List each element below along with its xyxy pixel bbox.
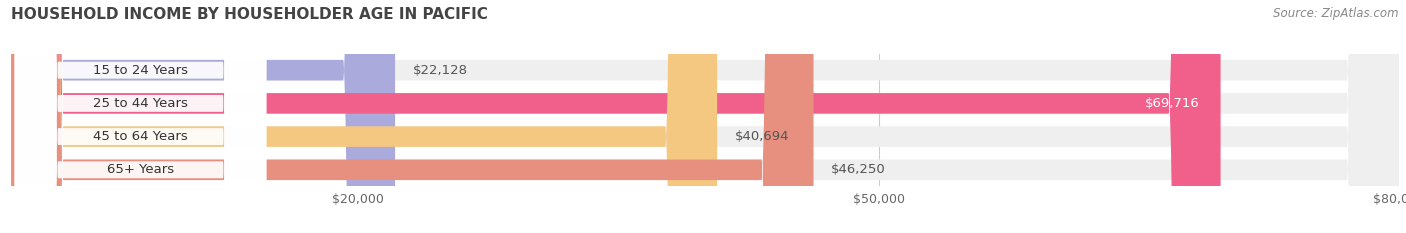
FancyBboxPatch shape [11,0,1399,233]
Text: $22,128: $22,128 [412,64,467,77]
Text: 25 to 44 Years: 25 to 44 Years [93,97,188,110]
Text: HOUSEHOLD INCOME BY HOUSEHOLDER AGE IN PACIFIC: HOUSEHOLD INCOME BY HOUSEHOLDER AGE IN P… [11,7,488,22]
Text: $46,250: $46,250 [831,163,886,176]
FancyBboxPatch shape [11,0,717,233]
Text: Source: ZipAtlas.com: Source: ZipAtlas.com [1274,7,1399,20]
FancyBboxPatch shape [11,0,1399,233]
FancyBboxPatch shape [11,0,1399,233]
FancyBboxPatch shape [14,0,266,233]
Text: 45 to 64 Years: 45 to 64 Years [93,130,188,143]
FancyBboxPatch shape [14,0,266,233]
FancyBboxPatch shape [14,0,266,233]
FancyBboxPatch shape [11,0,1399,233]
Text: $40,694: $40,694 [734,130,789,143]
Text: 65+ Years: 65+ Years [107,163,174,176]
FancyBboxPatch shape [11,0,395,233]
FancyBboxPatch shape [14,0,266,233]
FancyBboxPatch shape [11,0,1220,233]
FancyBboxPatch shape [11,0,814,233]
Text: 15 to 24 Years: 15 to 24 Years [93,64,188,77]
Text: $69,716: $69,716 [1144,97,1199,110]
